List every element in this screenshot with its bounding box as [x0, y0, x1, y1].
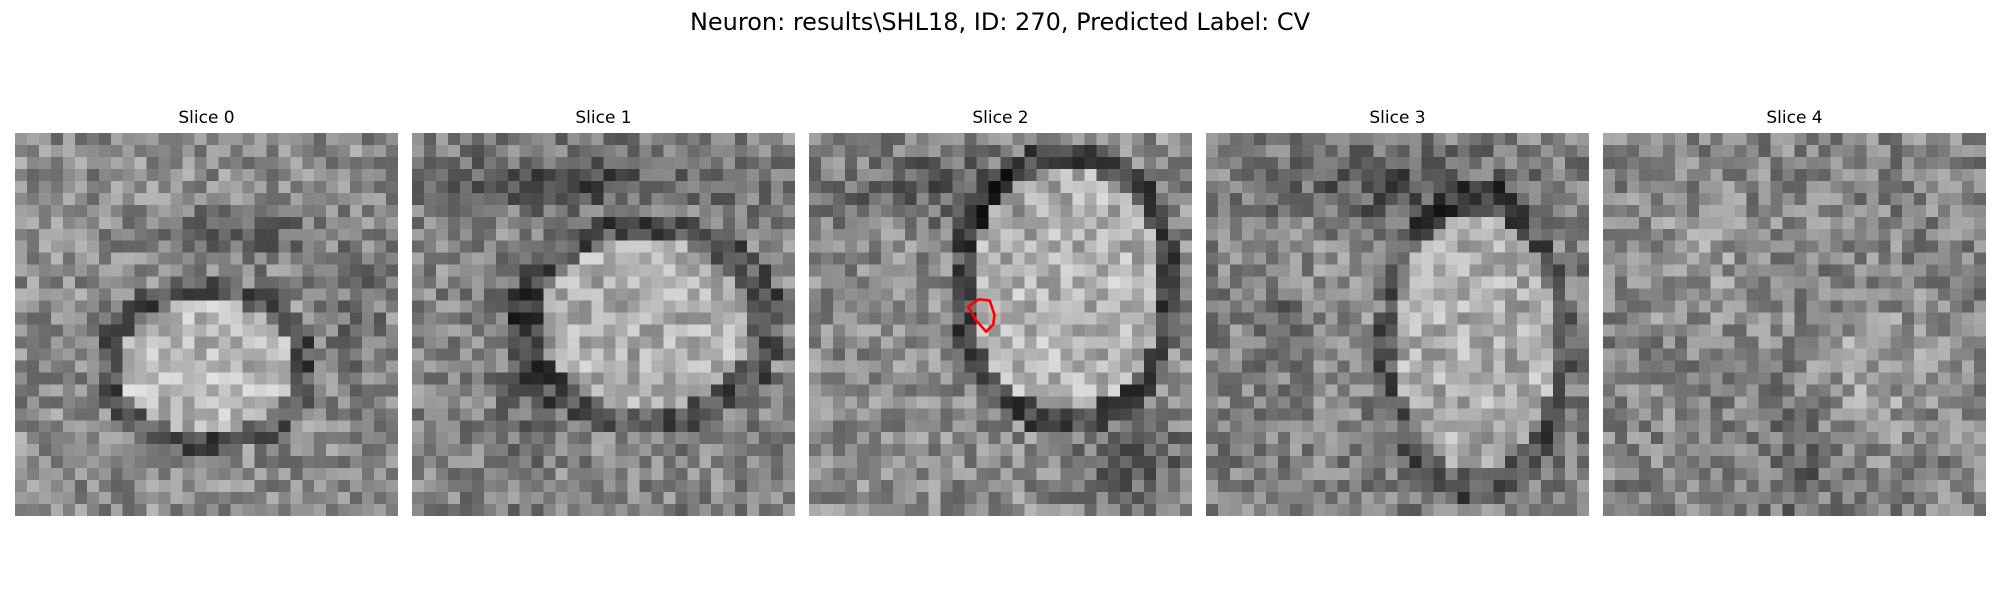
slice-panel-1: Slice 1: [412, 108, 795, 516]
slice-image: [412, 133, 795, 516]
slice-image: [15, 133, 398, 516]
slice-panel-4: Slice 4: [1603, 108, 1986, 516]
slice-title: Slice 0: [178, 108, 235, 128]
slice-title: Slice 4: [1766, 108, 1823, 128]
slice-panel-0: Slice 0: [15, 108, 398, 516]
figure-title: Neuron: results\SHL18, ID: 270, Predicte…: [689, 8, 1311, 36]
slice-image: [1603, 133, 1986, 516]
slice-image: [809, 133, 1192, 516]
slice-title: Slice 3: [1369, 108, 1426, 128]
slice-panel-2: Slice 2: [809, 108, 1192, 516]
slice-image: [1206, 133, 1589, 516]
slice-title: Slice 1: [575, 108, 632, 128]
slice-title: Slice 2: [972, 108, 1029, 128]
slice-panel-3: Slice 3: [1206, 108, 1589, 516]
